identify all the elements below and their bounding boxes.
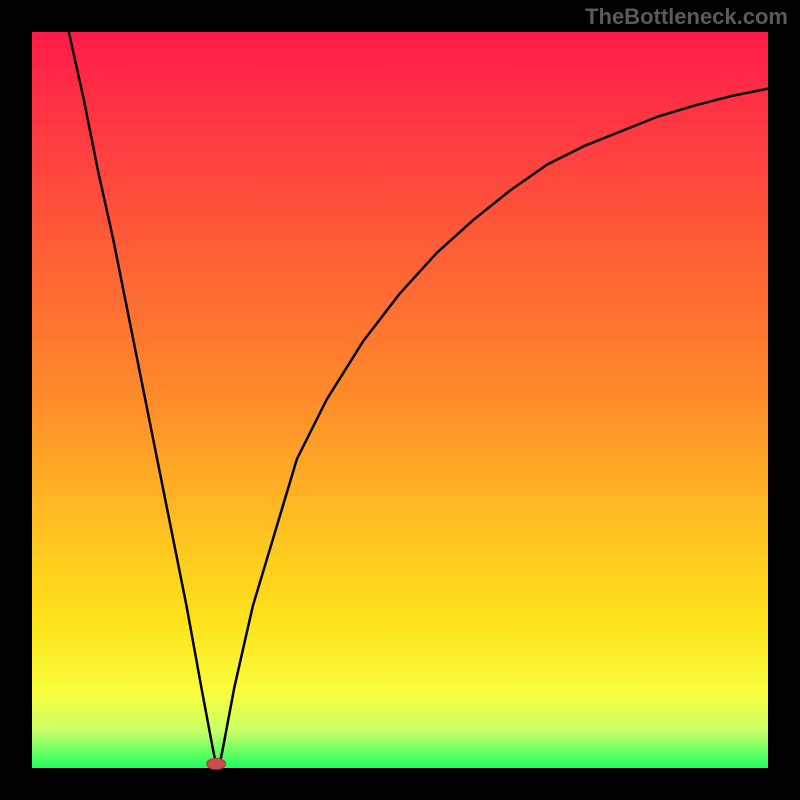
optimum-marker [206, 757, 226, 769]
watermark-text: TheBottleneck.com [585, 4, 788, 30]
curve-path [69, 32, 768, 764]
bottleneck-curve [32, 32, 768, 768]
chart-container: { "chart": { "type": "line", "outer_widt… [0, 0, 800, 800]
plot-area [32, 32, 768, 768]
